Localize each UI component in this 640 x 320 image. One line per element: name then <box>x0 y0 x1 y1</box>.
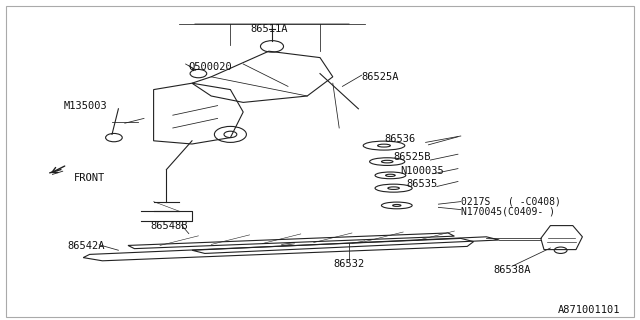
Text: 86542A: 86542A <box>67 241 105 252</box>
Text: 86548B: 86548B <box>150 220 188 231</box>
Text: 86538A: 86538A <box>493 265 531 276</box>
Text: 86536: 86536 <box>384 134 415 144</box>
Text: M135003: M135003 <box>64 100 108 111</box>
Text: 86532: 86532 <box>333 259 364 269</box>
Text: 0217S   ( -C0408): 0217S ( -C0408) <box>461 196 561 207</box>
Text: A871001101: A871001101 <box>558 305 621 316</box>
Text: 86511A: 86511A <box>250 24 287 34</box>
Text: 86525B: 86525B <box>394 152 431 162</box>
Text: FRONT: FRONT <box>74 172 105 183</box>
Text: 86525A: 86525A <box>362 72 399 82</box>
Text: 86535: 86535 <box>406 179 438 189</box>
Text: N100035: N100035 <box>400 166 444 176</box>
Text: Q500020: Q500020 <box>189 62 232 72</box>
Text: N170045(C0409- ): N170045(C0409- ) <box>461 206 555 216</box>
